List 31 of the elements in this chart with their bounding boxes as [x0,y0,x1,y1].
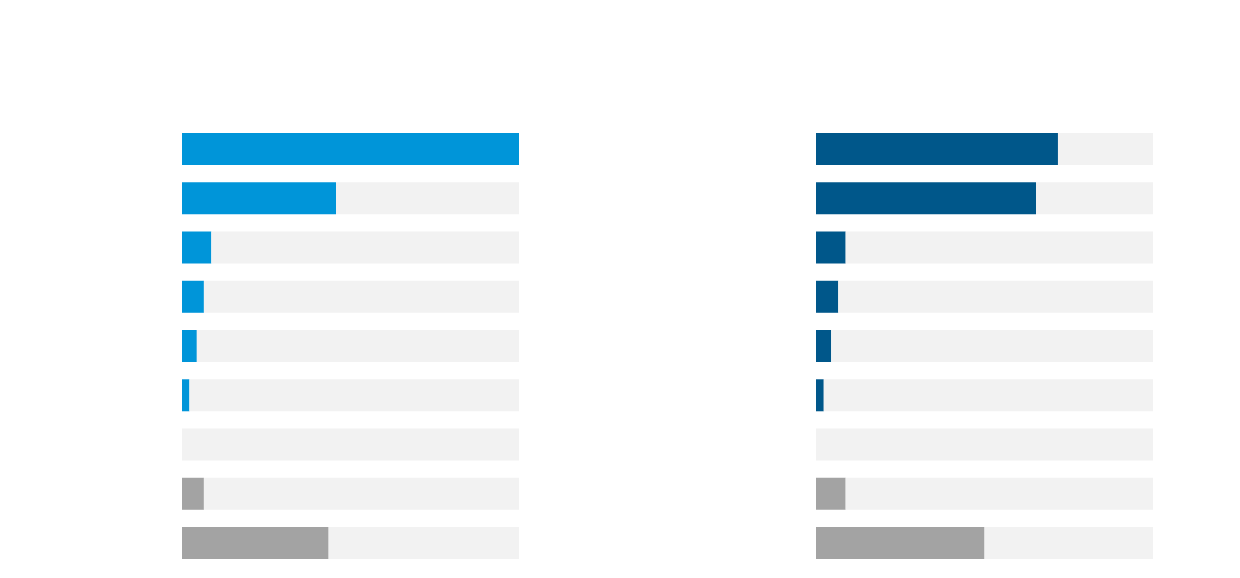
bar [1057,133,1153,166]
bar [823,379,1153,412]
bar [816,182,1037,215]
bar [816,280,839,313]
bar [182,182,337,215]
bar [816,330,832,363]
bar [845,231,1153,264]
bar [816,379,824,412]
bar [182,330,197,363]
bar [182,379,190,412]
bar [211,231,519,264]
bar [831,330,1153,363]
bar [182,280,204,313]
bar [336,182,519,215]
bar [189,379,519,412]
bar [984,527,1153,560]
bar [203,477,519,510]
bar [182,133,519,166]
bar [182,231,212,264]
bar [816,133,1058,166]
bar [203,280,519,313]
bar [182,527,329,560]
bar [196,330,519,363]
bar [845,477,1153,510]
bar [1036,182,1153,215]
bar [816,477,846,510]
bar [328,527,519,560]
bar [816,527,985,560]
bar [816,231,846,264]
bar [838,280,1153,313]
bar [182,477,204,510]
